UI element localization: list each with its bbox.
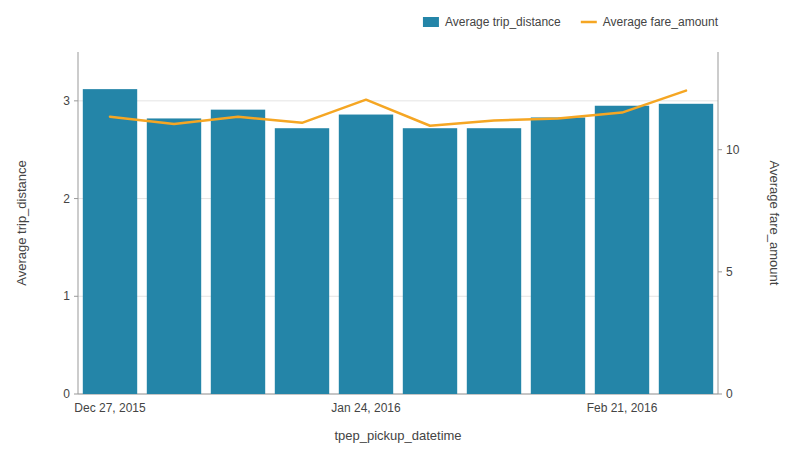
tick-label: 0	[63, 387, 70, 401]
chart: 0 1 2 3 0 5 10 Dec 27, 2015 Jan 24, 2016 Feb 21, …	[0, 0, 800, 466]
legend: Average trip_distance Average fare_amount	[423, 15, 719, 29]
tick-mark	[74, 198, 78, 199]
bar	[211, 110, 265, 394]
bar	[275, 128, 329, 394]
bar	[147, 118, 201, 394]
axis-line	[718, 52, 719, 394]
legend-item: Average trip_distance	[423, 15, 561, 29]
bar	[531, 117, 585, 394]
tick-mark	[74, 296, 78, 297]
legend-swatch	[423, 17, 439, 27]
tick-label: 3	[63, 94, 70, 108]
tick-label: Dec 27, 2015	[74, 401, 146, 415]
axes: 0 1 2 3 0 5 10 Dec 27, 2015 Jan 24, 2016 Feb 21, …	[63, 52, 739, 415]
axis-line	[78, 52, 79, 394]
tick-label: Feb 21, 2016	[587, 401, 658, 415]
legend-item: Average fare_amount	[581, 15, 719, 29]
tick-mark	[718, 394, 722, 395]
tick-label: 10	[726, 143, 740, 157]
tick-label: 2	[63, 192, 70, 206]
bar	[659, 104, 713, 394]
legend-label: Average trip_distance	[445, 15, 561, 29]
marks	[83, 89, 713, 394]
tick-mark	[74, 394, 78, 395]
bar	[339, 115, 393, 394]
bar	[403, 128, 457, 394]
axis-label: Average fare_amount	[767, 161, 782, 286]
line	[110, 91, 686, 126]
legend-swatch	[581, 21, 597, 24]
bar	[467, 128, 521, 394]
grid-line	[78, 100, 718, 101]
tick-mark	[74, 100, 78, 101]
axis-label: tpep_pickup_datetime	[334, 428, 461, 443]
tick-label: 5	[726, 265, 733, 279]
axis-label: Average trip_distance	[14, 160, 29, 286]
legend-label: Average fare_amount	[603, 15, 719, 29]
tick-mark	[718, 271, 722, 272]
tick-mark	[718, 149, 722, 150]
tick-label: 0	[726, 387, 733, 401]
tick-label: 1	[63, 289, 70, 303]
bar	[595, 106, 649, 394]
tick-label: Jan 24, 2016	[331, 401, 401, 415]
bar	[83, 89, 137, 394]
